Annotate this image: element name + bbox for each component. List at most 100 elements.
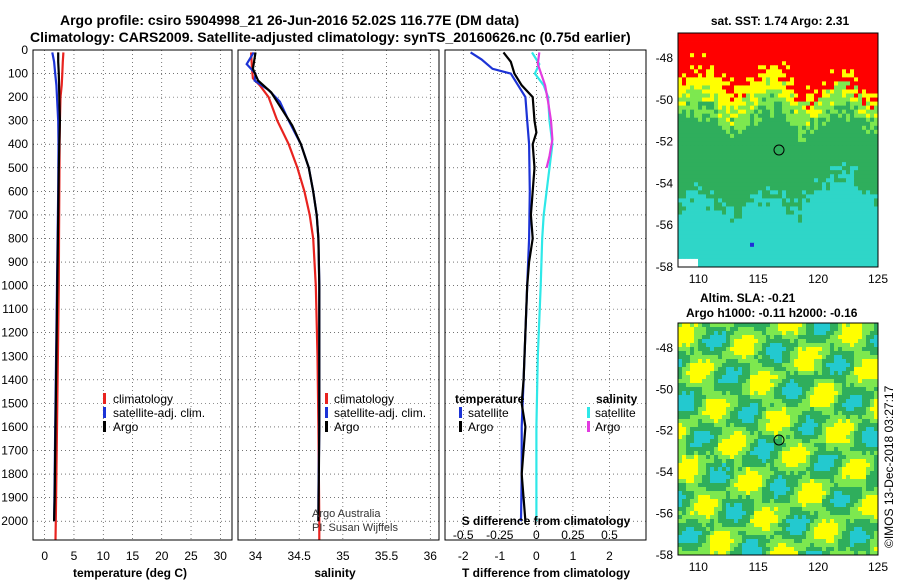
map-cell [706, 355, 711, 360]
map-cell [686, 238, 691, 244]
map-cell [814, 439, 819, 444]
x-tick-label: 15 [126, 549, 140, 563]
map-cell [778, 214, 783, 219]
map-cell [686, 250, 691, 256]
map-cell [694, 419, 699, 424]
map-cell [710, 97, 715, 102]
map-cell [806, 379, 811, 384]
map-cell [834, 415, 839, 420]
map-cell [718, 49, 723, 54]
map-cell [746, 391, 751, 396]
map-cell [718, 85, 723, 90]
map-cell [810, 166, 815, 171]
map-cell [690, 411, 695, 416]
credit-pi: PI: Susan Wijffels [312, 522, 398, 534]
map-cell [694, 379, 699, 384]
depth-tick-label: 1500 [1, 396, 28, 410]
map-cell [866, 403, 871, 408]
map-cell [846, 57, 851, 62]
map-cell [718, 137, 723, 143]
map-cell [750, 182, 755, 187]
map-cell [718, 198, 723, 203]
map-cell [710, 399, 715, 404]
map-cell [850, 226, 855, 232]
map-cell [862, 33, 867, 38]
map-cell [686, 387, 691, 392]
map-cell [686, 133, 691, 139]
map-cell [758, 246, 763, 252]
map-cell [806, 141, 811, 147]
map-cell [842, 113, 847, 119]
map-cell [730, 254, 735, 260]
map-cell [842, 41, 847, 46]
map-cell [802, 250, 807, 256]
map-cell [826, 230, 831, 236]
map-cell [874, 89, 879, 94]
map-cell [846, 81, 851, 86]
map-cell [874, 331, 879, 336]
map-cell [866, 246, 871, 252]
map-cell [774, 105, 779, 111]
map-cell [826, 471, 831, 476]
map-cell [834, 383, 839, 388]
map-cell [754, 61, 759, 66]
map-cell [782, 371, 787, 376]
map-cell [786, 158, 791, 163]
map-cell [778, 431, 783, 436]
map-cell [710, 182, 715, 187]
map-cell [714, 69, 719, 74]
map-cell [786, 174, 791, 179]
map-cell [730, 435, 735, 440]
map-cell [794, 186, 799, 191]
map-cell [834, 166, 839, 171]
map-cell [814, 447, 819, 452]
map-cell [838, 158, 843, 163]
map-cell [766, 415, 771, 420]
map-cell [794, 323, 799, 328]
map-cell [850, 145, 855, 151]
map-cell [790, 415, 795, 420]
map-cell [702, 202, 707, 207]
map-cell [786, 37, 791, 42]
map-cell [734, 49, 739, 54]
map-cell [766, 178, 771, 183]
map-cell [778, 97, 783, 102]
map-cell [698, 387, 703, 392]
map-cell [722, 383, 727, 388]
map-cell [746, 355, 751, 360]
map-cell [814, 403, 819, 408]
map-cell [678, 97, 683, 102]
map-cell [814, 258, 819, 264]
map-cell [678, 105, 683, 111]
map-cell [758, 113, 763, 119]
map-cell [766, 391, 771, 396]
map-cell [774, 141, 779, 147]
map-cell [690, 150, 695, 155]
salinity-plot-frame [237, 49, 440, 541]
map-cell [726, 387, 731, 392]
map-cell [746, 254, 751, 260]
map-cell [798, 57, 803, 62]
map-cell [822, 150, 827, 155]
map-cell [802, 65, 807, 70]
map-cell [710, 335, 715, 340]
map-cell [778, 170, 783, 175]
map-cell [870, 375, 875, 380]
map-cell [814, 113, 819, 119]
map-cell [690, 65, 695, 70]
map-cell [730, 77, 735, 82]
map-cell [754, 403, 759, 408]
map-cell [782, 210, 787, 215]
map-cell [678, 475, 683, 480]
map-cell [766, 451, 771, 456]
map-cell [866, 133, 871, 139]
map-cell [778, 455, 783, 460]
map-cell [698, 423, 703, 428]
map-cell [782, 206, 787, 211]
map-cell [818, 379, 823, 384]
map-cell [834, 49, 839, 54]
map-cell [854, 97, 859, 102]
map-cell [798, 335, 803, 340]
map-cell [858, 339, 863, 344]
map-cell [762, 222, 767, 228]
